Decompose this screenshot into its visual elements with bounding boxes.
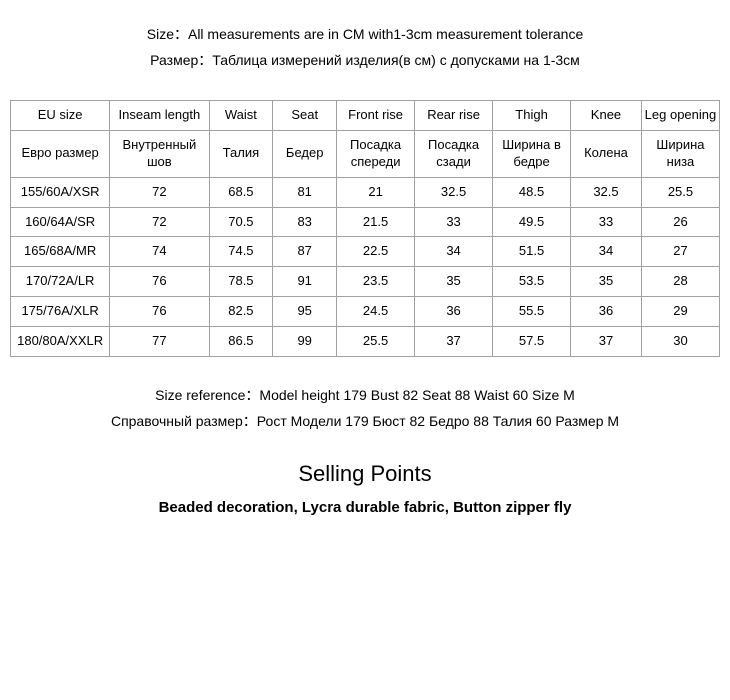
table-row: 180/80A/XXLR7786.59925.53757.53730 xyxy=(11,327,720,357)
table-cell: 33 xyxy=(415,207,493,237)
table-cell: 26 xyxy=(641,207,719,237)
table-row: 160/64A/SR7270.58321.53349.53326 xyxy=(11,207,720,237)
col-waist-ru: Талия xyxy=(209,130,273,177)
table-cell: 32.5 xyxy=(415,177,493,207)
table-cell: 37 xyxy=(415,327,493,357)
table-cell: 155/60A/XSR xyxy=(11,177,110,207)
size-note-ru: Размер：Таблица измерений изделия(в см) с… xyxy=(10,50,720,70)
table-cell: 53.5 xyxy=(493,267,571,297)
table-cell: 170/72A/LR xyxy=(11,267,110,297)
table-cell: 78.5 xyxy=(209,267,273,297)
table-cell: 77 xyxy=(110,327,209,357)
table-cell: 74.5 xyxy=(209,237,273,267)
table-cell: 76 xyxy=(110,267,209,297)
table-cell: 74 xyxy=(110,237,209,267)
table-cell: 48.5 xyxy=(493,177,571,207)
table-cell: 35 xyxy=(415,267,493,297)
table-header-ru: Евро размер Внутренный шов Талия Бедер П… xyxy=(11,130,720,177)
col-front-rise: Front rise xyxy=(337,101,415,131)
col-leg-opening: Leg opening xyxy=(641,101,719,131)
col-waist: Waist xyxy=(209,101,273,131)
table-cell: 70.5 xyxy=(209,207,273,237)
table-cell: 32.5 xyxy=(571,177,642,207)
table-cell: 25.5 xyxy=(337,327,415,357)
table-cell: 81 xyxy=(273,177,337,207)
col-thigh: Thigh xyxy=(493,101,571,131)
table-cell: 83 xyxy=(273,207,337,237)
col-seat-ru: Бедер xyxy=(273,130,337,177)
table-cell: 21 xyxy=(337,177,415,207)
table-cell: 25.5 xyxy=(641,177,719,207)
table-cell: 28 xyxy=(641,267,719,297)
table-cell: 49.5 xyxy=(493,207,571,237)
table-cell: 86.5 xyxy=(209,327,273,357)
col-knee-ru: Колена xyxy=(571,130,642,177)
table-cell: 34 xyxy=(415,237,493,267)
table-row: 175/76A/XLR7682.59524.53655.53629 xyxy=(11,297,720,327)
table-cell: 72 xyxy=(110,177,209,207)
table-cell: 82.5 xyxy=(209,297,273,327)
table-cell: 51.5 xyxy=(493,237,571,267)
table-row: 165/68A/MR7474.58722.53451.53427 xyxy=(11,237,720,267)
table-cell: 180/80A/XXLR xyxy=(11,327,110,357)
col-rear-rise: Rear rise xyxy=(415,101,493,131)
table-cell: 72 xyxy=(110,207,209,237)
table-cell: 37 xyxy=(571,327,642,357)
size-reference-en: Size reference：Model height 179 Bust 82 … xyxy=(10,385,720,405)
table-cell: 27 xyxy=(641,237,719,267)
table-cell: 95 xyxy=(273,297,337,327)
table-cell: 21.5 xyxy=(337,207,415,237)
table-cell: 29 xyxy=(641,297,719,327)
col-leg-opening-ru: Ширина низа xyxy=(641,130,719,177)
table-cell: 57.5 xyxy=(493,327,571,357)
table-cell: 35 xyxy=(571,267,642,297)
table-cell: 22.5 xyxy=(337,237,415,267)
col-rear-rise-ru: Посадка сзади xyxy=(415,130,493,177)
table-cell: 36 xyxy=(415,297,493,327)
table-cell: 175/76A/XLR xyxy=(11,297,110,327)
col-inseam: Inseam length xyxy=(110,101,209,131)
table-cell: 99 xyxy=(273,327,337,357)
table-cell: 36 xyxy=(571,297,642,327)
size-reference-ru: Справочный размер：Рост Модели 179 Бюст 8… xyxy=(10,411,720,431)
table-cell: 24.5 xyxy=(337,297,415,327)
table-cell: 165/68A/MR xyxy=(11,237,110,267)
col-seat: Seat xyxy=(273,101,337,131)
col-front-rise-ru: Посадка спереди xyxy=(337,130,415,177)
table-header-en: EU size Inseam length Waist Seat Front r… xyxy=(11,101,720,131)
col-thigh-ru: Ширина в бедре xyxy=(493,130,571,177)
table-row: 170/72A/LR7678.59123.53553.53528 xyxy=(11,267,720,297)
selling-points-title: Selling Points xyxy=(10,461,720,487)
table-cell: 55.5 xyxy=(493,297,571,327)
table-cell: 23.5 xyxy=(337,267,415,297)
col-eu-size-ru: Евро размер xyxy=(11,130,110,177)
col-knee: Knee xyxy=(571,101,642,131)
table-cell: 33 xyxy=(571,207,642,237)
table-cell: 68.5 xyxy=(209,177,273,207)
table-cell: 160/64A/SR xyxy=(11,207,110,237)
selling-points-body: Beaded decoration, Lycra durable fabric,… xyxy=(10,499,720,516)
table-cell: 91 xyxy=(273,267,337,297)
size-note-en: Size：All measurements are in CM with1-3c… xyxy=(10,24,720,44)
size-table: EU size Inseam length Waist Seat Front r… xyxy=(10,100,720,357)
table-cell: 34 xyxy=(571,237,642,267)
table-row: 155/60A/XSR7268.5812132.548.532.525.5 xyxy=(11,177,720,207)
table-cell: 87 xyxy=(273,237,337,267)
col-eu-size: EU size xyxy=(11,101,110,131)
table-cell: 30 xyxy=(641,327,719,357)
col-inseam-ru: Внутренный шов xyxy=(110,130,209,177)
table-cell: 76 xyxy=(110,297,209,327)
